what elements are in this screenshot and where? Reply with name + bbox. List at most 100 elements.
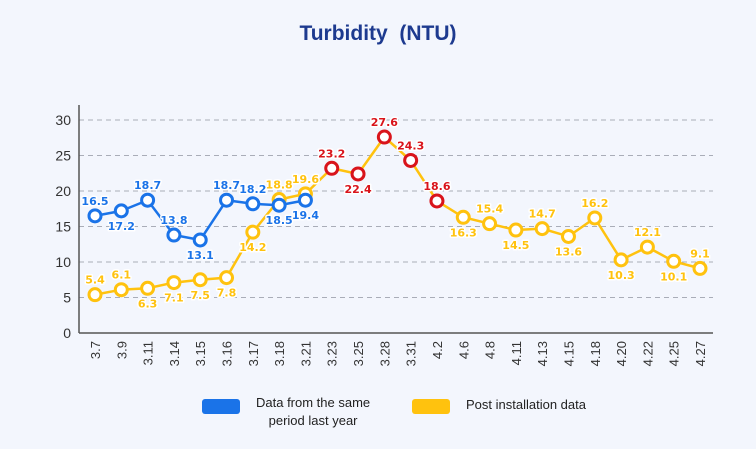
legend-label: period last year: [268, 413, 358, 428]
x-tick-label: 3.9: [114, 341, 129, 359]
y-tick-label: 20: [55, 183, 71, 199]
data-point: [508, 222, 524, 238]
data-label: 13.6: [555, 245, 582, 258]
data-point: [192, 272, 208, 288]
x-tick-label: 4.15: [561, 341, 576, 366]
data-label: 19.6: [292, 173, 319, 186]
data-point: [219, 192, 235, 208]
chart-title: Turbidity (NTU): [299, 22, 457, 45]
data-point: [245, 224, 261, 240]
data-point: [376, 129, 392, 145]
data-label: 27.6: [371, 116, 398, 129]
data-label: 22.4: [344, 183, 371, 196]
x-tick-label: 4.8: [483, 341, 498, 359]
data-label: 17.2: [108, 220, 135, 233]
data-label: 18.6: [423, 180, 450, 193]
data-point: [87, 208, 103, 224]
data-point: [166, 227, 182, 243]
data-label: 7.5: [190, 289, 210, 302]
x-tick-label: 4.18: [588, 341, 603, 366]
data-label: 16.3: [450, 226, 477, 239]
data-point: [113, 282, 129, 298]
legend-label: Post installation data: [466, 397, 586, 412]
data-label: 16.2: [581, 197, 608, 210]
x-tick-label: 4.11: [509, 341, 524, 365]
data-point: [455, 209, 471, 225]
x-tick-label: 3.18: [272, 341, 287, 366]
x-tick-label: 3.11: [141, 341, 156, 365]
x-tick-label: 4.2: [430, 341, 445, 359]
data-label: 14.2: [239, 241, 266, 254]
data-label: 18.7: [213, 179, 240, 192]
data-label: 10.3: [608, 269, 635, 282]
data-point: [534, 221, 550, 237]
y-tick-label: 5: [63, 290, 71, 306]
x-tick-label: 3.7: [88, 341, 103, 359]
data-point: [350, 166, 366, 182]
x-tick-label: 3.14: [167, 341, 182, 366]
y-tick-label: 15: [55, 219, 71, 235]
data-label: 10.1: [660, 270, 687, 283]
legend-label: Data from the same: [256, 395, 371, 410]
x-tick-label: 3.23: [325, 341, 340, 366]
data-point: [613, 252, 629, 268]
data-point: [271, 197, 287, 213]
data-point: [587, 210, 603, 226]
data-label: 14.5: [502, 239, 529, 252]
data-label: 5.4: [85, 274, 105, 287]
x-tick-label: 3.25: [351, 341, 366, 366]
data-point: [113, 203, 129, 219]
y-tick-label: 25: [55, 148, 71, 164]
data-label: 18.2: [239, 183, 266, 196]
data-label: 16.5: [81, 195, 108, 208]
x-tick-label: 3.15: [193, 341, 208, 366]
data-label: 18.5: [266, 214, 293, 227]
data-point: [219, 270, 235, 286]
data-point: [429, 193, 445, 209]
x-tick-label: 4.20: [614, 341, 629, 366]
x-tick-label: 3.17: [246, 341, 261, 366]
data-label: 18.7: [134, 179, 161, 192]
data-point: [666, 253, 682, 269]
y-tick-label: 30: [55, 112, 71, 128]
x-tick-label: 3.21: [298, 341, 313, 366]
y-tick-label: 0: [63, 325, 71, 341]
y-tick-label: 10: [55, 254, 71, 270]
data-point: [245, 196, 261, 212]
data-label: 18.8: [266, 179, 293, 192]
x-tick-label: 3.31: [404, 341, 419, 366]
x-tick-label: 4.6: [456, 341, 471, 359]
data-label: 6.3: [138, 297, 158, 310]
data-label: 6.1: [112, 269, 132, 282]
legend-swatch-yellow: [412, 399, 450, 414]
data-point: [192, 232, 208, 248]
data-label: 19.4: [292, 209, 319, 222]
data-point: [87, 287, 103, 303]
data-point: [560, 228, 576, 244]
legend-swatch-blue: [202, 399, 240, 414]
legend-item-last-year: Data from the same period last year: [202, 395, 371, 430]
data-label: 9.1: [690, 247, 710, 260]
data-label: 7.8: [217, 287, 237, 300]
data-label: 23.2: [318, 147, 345, 160]
data-label: 24.3: [397, 139, 424, 152]
legend-item-post-install: Post installation data: [412, 397, 586, 414]
data-point: [482, 216, 498, 232]
data-point: [324, 160, 340, 176]
data-point: [692, 260, 708, 276]
x-tick-label: 3.16: [220, 341, 235, 366]
data-point: [639, 239, 655, 255]
data-label: 15.4: [476, 203, 503, 216]
x-tick-label: 3.28: [377, 341, 392, 366]
x-tick-label: 4.25: [667, 341, 682, 366]
data-label: 13.8: [160, 214, 187, 227]
data-label: 12.1: [634, 226, 661, 239]
x-tick-label: 4.13: [535, 341, 550, 366]
data-label: 14.7: [529, 208, 556, 221]
data-label: 7.1: [164, 292, 184, 305]
data-point: [166, 275, 182, 291]
data-point: [140, 280, 156, 296]
x-tick-label: 4.22: [640, 341, 655, 366]
data-point: [140, 192, 156, 208]
